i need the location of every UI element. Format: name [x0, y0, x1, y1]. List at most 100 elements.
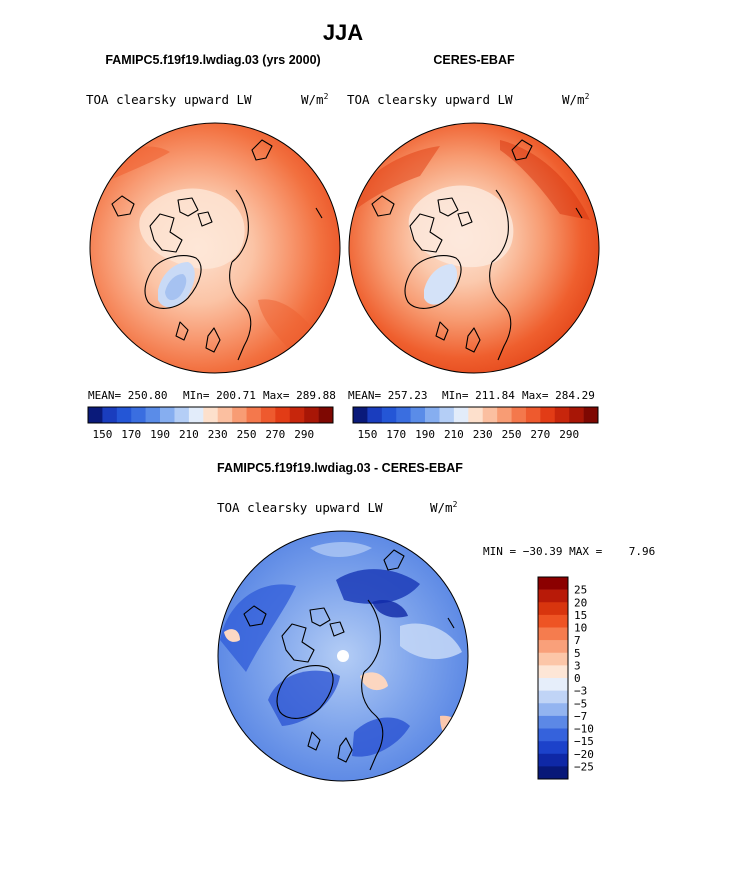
colorbar-tick-label: 290 — [294, 428, 314, 441]
colorbar-swatch — [410, 407, 426, 423]
colorbar-swatch — [381, 407, 397, 423]
colorbar-swatch — [538, 678, 568, 691]
colorbar-swatch — [538, 703, 568, 717]
colorbar-swatch — [538, 627, 568, 641]
colorbar-swatch — [554, 407, 570, 423]
obs-variable-label: TOA clearsky upward LW — [347, 92, 513, 107]
colorbar-tick-label: 210 — [179, 428, 199, 441]
colorbar-tick-label: 150 — [92, 428, 112, 441]
colorbar-tick-label: 270 — [265, 428, 285, 441]
colorbar-swatch — [538, 589, 568, 603]
colorbar-tick-label: 15 — [574, 609, 587, 622]
obs-panel-title: CERES-EBAF — [433, 53, 515, 67]
colorbar-swatch — [540, 407, 556, 423]
diff-units-text: W/m — [430, 500, 453, 515]
colorbar-swatch — [88, 407, 103, 423]
colorbar-frame — [87, 406, 334, 424]
colorbar-tick-label: −10 — [574, 723, 594, 736]
model-colorbar: 150 170 190 210 230 250 270 290 — [87, 406, 334, 441]
colorbar-swatch — [538, 577, 568, 590]
colorbar-swatch — [482, 407, 498, 423]
colorbar-swatch — [289, 407, 305, 423]
colorbar-swatch — [583, 407, 599, 423]
obs-max-stat: Max= 284.29 — [522, 389, 595, 402]
colorbar-swatch — [538, 652, 568, 666]
colorbar-swatch — [367, 407, 383, 423]
colorbar-swatch — [131, 407, 146, 423]
colorbar-tick-label: 7 — [574, 634, 581, 647]
colorbar-tick-label: 290 — [559, 428, 579, 441]
colorbar-tick-label: 20 — [574, 596, 587, 609]
colorbar-swatch — [511, 407, 527, 423]
colorbar-frame — [352, 406, 599, 424]
model-units-exponent: 2 — [324, 92, 329, 101]
colorbar-swatch — [275, 407, 291, 423]
colorbar-swatch — [188, 407, 204, 423]
colorbar-tick-label: −7 — [574, 710, 587, 723]
obs-polar-map — [348, 122, 600, 374]
colorbar-tick-label: 5 — [574, 647, 581, 660]
colorbar-swatch — [538, 602, 568, 616]
diff-variable-label: TOA clearsky upward LW — [217, 500, 383, 515]
colorbar-swatch — [538, 640, 568, 654]
colorbar-tick-label: 10 — [574, 622, 587, 635]
colorbar-swatch — [304, 407, 319, 423]
colorbar-tick-label: 250 — [237, 428, 257, 441]
diff-polar-map — [217, 530, 469, 782]
model-units-label: W/m2 — [301, 92, 329, 107]
colorbar-swatch — [569, 407, 584, 423]
obs-min-stat: MIn= 211.84 — [442, 389, 515, 402]
colorbar-tick-label: −5 — [574, 697, 587, 710]
colorbar-tick-label: −15 — [574, 735, 594, 748]
obs-mean-stat: MEAN= 257.23 — [348, 389, 427, 402]
diff-units-exponent: 2 — [453, 500, 458, 509]
colorbar-swatch — [260, 407, 276, 423]
colorbar-tick-label: 190 — [150, 428, 170, 441]
model-max-stat: Max= 289.88 — [263, 389, 336, 402]
colorbar-swatch — [538, 614, 568, 628]
diff-units-label: W/m2 — [430, 500, 458, 515]
model-panel-title: FAMIPC5.f19f19.lwdiag.03 (yrs 2000) — [105, 53, 320, 67]
colorbar-tick-label: 0 — [574, 672, 581, 685]
model-mean-stat: MEAN= 250.80 — [88, 389, 167, 402]
colorbar-tick-label: 190 — [415, 428, 435, 441]
model-min-stat: MIn= 200.71 — [183, 389, 256, 402]
diff-minmax-stat: MIN = −30.39 MAX = 7.96 — [483, 545, 655, 558]
colorbar-swatch — [538, 715, 568, 729]
colorbar-tick-label: 170 — [386, 428, 406, 441]
model-polar-map — [89, 122, 341, 374]
colorbar-tick-label: 250 — [502, 428, 522, 441]
colorbar-tick-label: 210 — [444, 428, 464, 441]
colorbar-tick-label: 230 — [473, 428, 493, 441]
colorbar-tick-label: 230 — [208, 428, 228, 441]
colorbar-tick-label: 270 — [530, 428, 550, 441]
colorbar-frame — [537, 576, 569, 780]
colorbar-swatch — [203, 407, 219, 423]
colorbar-swatch — [468, 407, 484, 423]
colorbar-swatch — [102, 407, 118, 423]
colorbar-swatch — [246, 407, 262, 423]
colorbar-swatch — [425, 407, 440, 423]
colorbar-swatch — [439, 407, 455, 423]
colorbar-tick-label: −25 — [574, 760, 594, 773]
colorbar-swatch — [453, 407, 469, 423]
colorbar-swatch — [525, 407, 541, 423]
colorbar-swatch — [116, 407, 132, 423]
obs-units-label: W/m2 — [562, 92, 590, 107]
colorbar-swatch — [396, 407, 411, 423]
colorbar-tick-label: 150 — [357, 428, 377, 441]
colorbar-swatch — [318, 407, 334, 423]
colorbar-swatch — [160, 407, 175, 423]
colorbar-swatch — [538, 753, 568, 767]
colorbar-swatch — [538, 690, 568, 704]
colorbar-tick-label: 25 — [574, 584, 587, 597]
colorbar-swatch — [217, 407, 233, 423]
model-variable-label: TOA clearsky upward LW — [86, 92, 252, 107]
colorbar-swatch — [538, 665, 568, 679]
colorbar-swatch — [538, 766, 568, 780]
diff-panel-title: FAMIPC5.f19f19.lwdiag.03 - CERES-EBAF — [217, 461, 463, 475]
colorbar-tick-label: −3 — [574, 685, 587, 698]
colorbar-tick-label: 170 — [121, 428, 141, 441]
